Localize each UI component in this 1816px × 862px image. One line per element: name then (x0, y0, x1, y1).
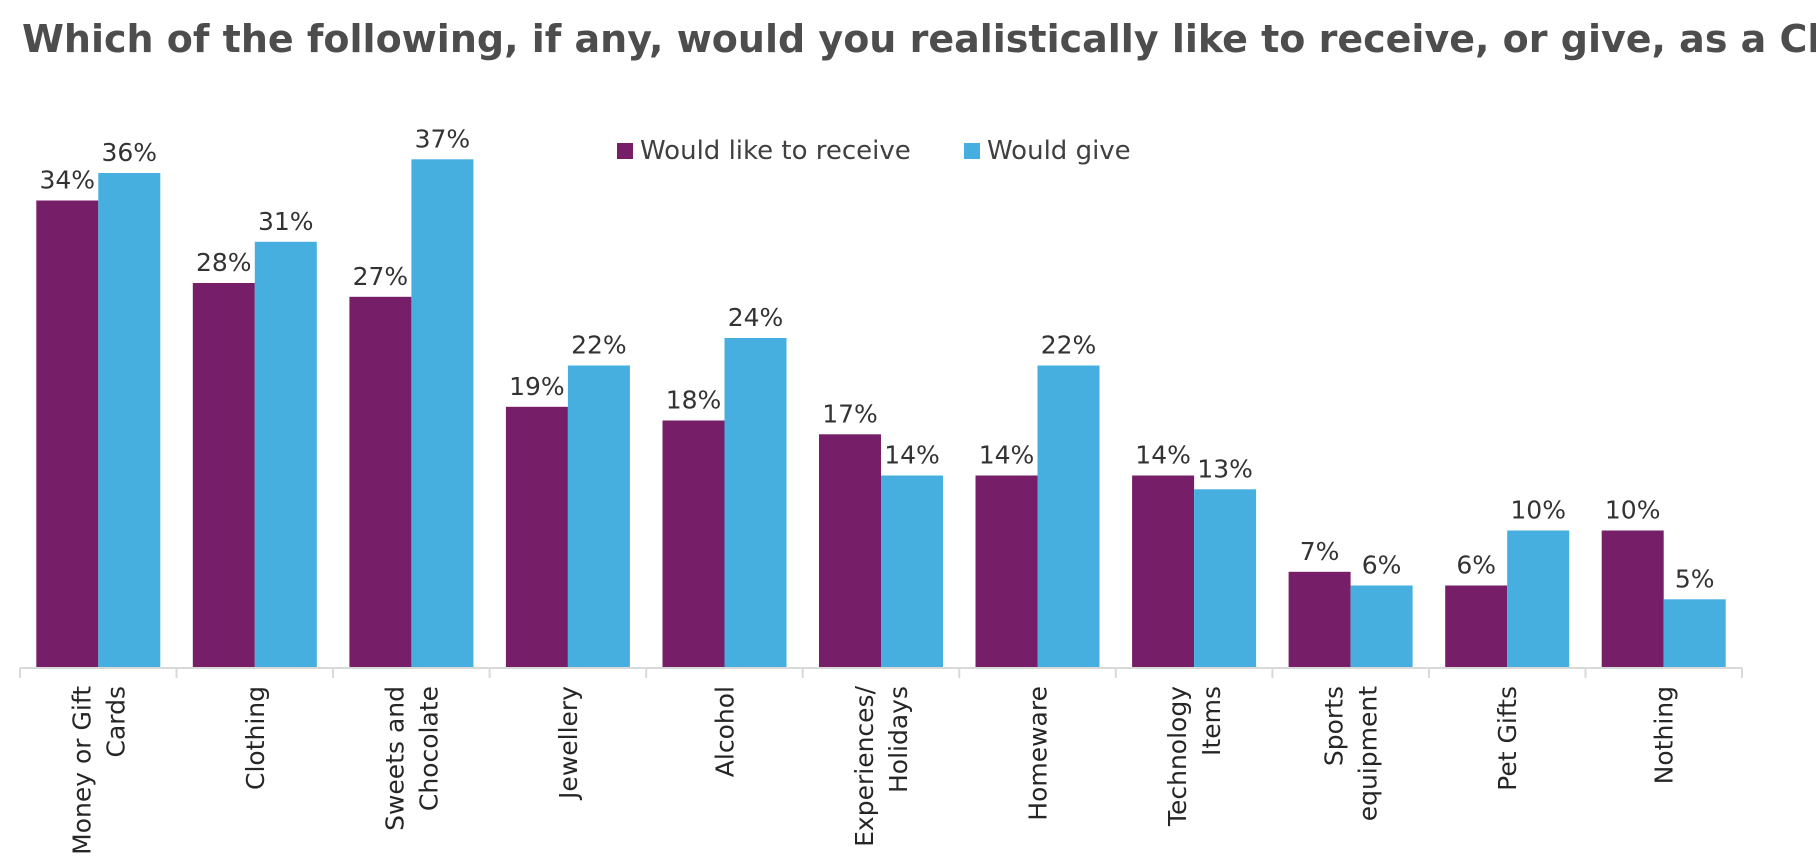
data-label-would-give-homeware: 22% (1041, 331, 1097, 360)
data-label-would-like-to-receive-technology-items: 14% (1135, 441, 1191, 470)
x-tick-label-line: Clothing (241, 686, 270, 790)
x-tick-label-line: Items (1197, 686, 1226, 756)
x-tick-label-line: Money or Gift (67, 686, 96, 855)
bar-would-like-to-receive-technology-items (1132, 475, 1195, 668)
data-label-would-like-to-receive-pet-gifts: 6% (1456, 551, 1496, 580)
bar-would-give-sports-equipment (1350, 585, 1413, 668)
data-label-would-like-to-receive-jewellery: 19% (509, 372, 565, 401)
bar-would-like-to-receive-experiences-holidays (819, 434, 881, 669)
bar-would-give-sweets-and-chocolate (411, 159, 474, 669)
bar-would-give-pet-gifts (1507, 530, 1570, 668)
bar-would-give-nothing (1663, 599, 1726, 669)
bar-would-give-clothing (254, 241, 317, 669)
data-label-would-give-sweets-and-chocolate: 37% (415, 124, 471, 153)
x-tick-label-jewellery: Jewellery (554, 686, 583, 801)
bar-would-like-to-receive-money-or-gift-cards (36, 200, 99, 668)
bar-would-like-to-receive-nothing (1601, 530, 1664, 668)
chart-title: Which of the following, if any, would yo… (22, 17, 1816, 61)
legend: Would like to receive Would give (617, 136, 1131, 166)
data-label-would-give-technology-items: 13% (1197, 454, 1253, 483)
data-label-would-like-to-receive-money-or-gift-cards: 34% (40, 166, 96, 195)
data-label-would-give-clothing: 31% (258, 207, 314, 236)
data-label-would-give-nothing: 5% (1675, 564, 1715, 593)
x-tick-label-sports-equipment: Sports equipment (1320, 686, 1383, 821)
x-tick-label-experiences-holidays: Experiences/Holidays (850, 685, 913, 846)
x-tick-label-line: Cards (101, 686, 130, 758)
x-tick-label-line: Homeware (1024, 686, 1053, 821)
bar-would-like-to-receive-homeware (975, 475, 1038, 668)
bar-would-give-experiences-holidays (881, 475, 943, 668)
x-tick-label-line: Sweets and (380, 686, 409, 831)
x-tick-label-line: Experiences/ (850, 685, 879, 846)
data-label-would-give-alcohol: 24% (728, 303, 784, 332)
x-tick-label-line: Technology (1163, 686, 1192, 827)
x-tick-label-clothing: Clothing (241, 686, 270, 790)
bar-would-give-technology-items (1194, 489, 1257, 669)
x-tick-label-nothing: Nothing (1650, 686, 1679, 784)
bar-would-give-jewellery (567, 365, 630, 668)
legend-label-would-give: Would give (987, 136, 1131, 166)
x-tick-label-line: Alcohol (711, 686, 740, 777)
bar-would-like-to-receive-sports-equipment (1288, 571, 1351, 669)
bar-would-like-to-receive-clothing (192, 283, 255, 668)
data-label-would-give-money-or-gift-cards: 36% (102, 138, 158, 167)
bar-would-like-to-receive-jewellery (505, 406, 568, 669)
x-tick-label-line: Holidays (884, 686, 913, 793)
legend-swatch-would-like-to-receive (617, 143, 633, 159)
bar-would-give-homeware (1037, 365, 1100, 668)
x-tick-label-line: equipment (1354, 686, 1383, 821)
x-axis-labels: Money or Gift Cards Clothing Sweets and Choc… (67, 685, 1678, 854)
x-tick-label-homeware: Homeware (1024, 686, 1053, 821)
x-tick-label-money-or-gift-cards: Money or Gift Cards (67, 686, 130, 855)
plot-area: 34%36%28%31%27%37%19%22%18%24%17%14% 14%2… (19, 124, 1743, 678)
data-label-would-like-to-receive-alcohol: 18% (666, 386, 722, 415)
data-label-would-give-sports-equipment: 6% (1362, 551, 1402, 580)
x-tick-label-line: Chocolate (414, 686, 443, 811)
x-tick-label-line: Jewellery (554, 686, 583, 801)
data-label-would-give-experiences-holidays: 14% (884, 441, 940, 470)
data-label-would-give-pet-gifts: 10% (1510, 496, 1566, 525)
x-tick-label-sweets-and-chocolate: Sweets and Chocolate (380, 686, 443, 831)
bar-would-give-money-or-gift-cards (98, 173, 161, 668)
x-tick-label-alcohol: Alcohol (711, 686, 740, 777)
data-label-would-like-to-receive-nothing: 10% (1605, 496, 1661, 525)
legend-swatch-would-give (964, 143, 980, 159)
x-tick-label-technology-items: Technology Items (1163, 686, 1226, 827)
bar-would-like-to-receive-pet-gifts (1445, 585, 1508, 668)
x-tick-label-line: Nothing (1650, 686, 1679, 784)
x-tick-label-line: Pet Gifts (1493, 686, 1522, 791)
data-label-would-like-to-receive-experiences-holidays: 17% (822, 399, 878, 428)
x-tick-label-pet-gifts: Pet Gifts (1493, 686, 1522, 791)
data-label-would-like-to-receive-sports-equipment: 7% (1300, 537, 1340, 566)
data-label-would-give-jewellery: 22% (571, 331, 627, 360)
data-label-would-like-to-receive-homeware: 14% (979, 441, 1035, 470)
x-tick-label-line: Sports (1320, 686, 1349, 766)
bar-would-like-to-receive-sweets-and-chocolate (349, 296, 412, 669)
bar-would-like-to-receive-alcohol (662, 420, 725, 668)
legend-label-would-like-to-receive: Would like to receive (640, 136, 911, 166)
bar-would-give-alcohol (724, 338, 787, 668)
data-label-would-like-to-receive-sweets-and-chocolate: 27% (353, 262, 409, 291)
data-label-would-like-to-receive-clothing: 28% (196, 248, 252, 277)
